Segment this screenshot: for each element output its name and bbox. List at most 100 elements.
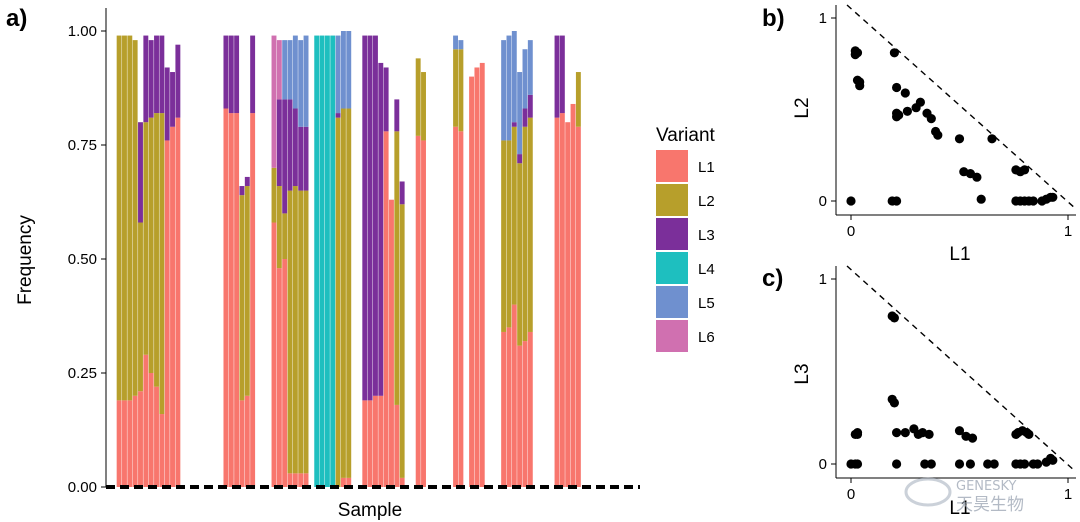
- bar-segment-l1: [367, 400, 373, 487]
- bar-segment-l1: [474, 67, 480, 487]
- bar-segment-l1: [154, 386, 159, 487]
- panel-c-y-title: L3: [792, 363, 813, 384]
- panel-c-point: [892, 459, 902, 469]
- bar-segment-l3: [143, 35, 149, 123]
- bar-segment-l1: [138, 391, 143, 487]
- bar-segment-l3: [250, 35, 256, 114]
- panel-b-point: [889, 48, 900, 58]
- bar-segment-l6: [271, 35, 277, 168]
- bar-segment-l1: [340, 477, 346, 487]
- bar-segment-l3: [394, 99, 400, 132]
- bar-segment-l2: [303, 190, 309, 474]
- bar-segment-l1: [565, 122, 571, 487]
- bar-segment-l5: [303, 35, 309, 127]
- bar-segment-l1: [239, 400, 245, 487]
- bar-segment-l3: [303, 126, 309, 191]
- bar-segment-l5: [287, 40, 293, 100]
- panel-a-bars: [116, 31, 581, 488]
- panel-b-point: [892, 196, 902, 206]
- bar-segment-l1: [506, 327, 512, 487]
- panel-c-y-tick-label: 1: [819, 271, 827, 288]
- bar-segment-l2: [154, 113, 159, 387]
- bar-segment-l5: [501, 40, 507, 141]
- bar-segment-l1: [223, 108, 229, 488]
- bar-segment-l5: [517, 72, 523, 155]
- legend-label-l5: L5: [698, 295, 715, 312]
- legend-swatch-l6: [656, 320, 688, 352]
- panel-b-x-tick-label: 1: [1064, 223, 1072, 240]
- panel-c-point: [889, 313, 900, 323]
- legend-swatch-l2: [656, 184, 688, 216]
- bar-segment-l1: [469, 76, 475, 487]
- panel-c-point: [1033, 459, 1043, 469]
- panel-c-x-tick-label: 1: [1064, 486, 1072, 503]
- bar-segment-l2: [122, 35, 127, 401]
- panel-c-point: [889, 398, 900, 408]
- bar-segment-l5: [340, 31, 346, 109]
- bar-segment-l5: [506, 35, 512, 141]
- bar-segment-l3: [244, 176, 250, 187]
- bar-segment-l2: [148, 117, 154, 373]
- bar-segment-l5: [298, 40, 304, 127]
- panel-b-point: [900, 88, 910, 98]
- bar-segment-l1: [228, 113, 234, 487]
- bar-segment-l2: [282, 213, 288, 259]
- bar-segment-l2: [138, 222, 143, 392]
- panel-c-point: [852, 429, 863, 439]
- bar-segment-l2: [527, 117, 533, 332]
- bar-segment-l3: [527, 94, 533, 118]
- panel-b-point: [846, 196, 856, 206]
- panel-c-point: [852, 459, 863, 469]
- bar-segment-l1: [383, 131, 389, 487]
- bar-segment-l1: [127, 400, 133, 487]
- bar-segment-l2: [517, 163, 523, 346]
- panel-c-point: [924, 429, 934, 439]
- bar-segment-l3: [559, 35, 565, 114]
- bar-segment-l3: [276, 99, 282, 187]
- panel-b-y-tick-label: 0: [819, 193, 827, 210]
- bar-segment-l3: [511, 122, 517, 127]
- bar-segment-l2: [575, 72, 581, 127]
- bar-segment-l2: [132, 40, 138, 396]
- bar-segment-l1: [148, 373, 154, 487]
- bar-segment-l3: [164, 67, 170, 141]
- legend-label-l4: L4: [698, 261, 715, 278]
- legend-label-l6: L6: [698, 329, 715, 346]
- bar-segment-l1: [159, 414, 165, 487]
- panel-b-point: [1028, 196, 1038, 206]
- bar-segment-l3: [234, 35, 240, 114]
- legend-label-l1: L1: [698, 159, 715, 176]
- panel-b-plot: 0 1 0 1: [819, 4, 1077, 240]
- bar-segment-l3: [228, 35, 234, 114]
- bar-segment-l4: [330, 35, 336, 488]
- bar-segment-l1: [116, 400, 122, 487]
- bar-segment-l1: [415, 135, 421, 487]
- bar-segment-l2: [394, 131, 400, 405]
- panel-a-tag: a): [6, 5, 27, 32]
- bar-segment-l1: [346, 477, 352, 487]
- bar-segment-l2: [298, 190, 304, 474]
- bar-segment-l5: [335, 35, 341, 114]
- bar-segment-l5: [511, 31, 517, 123]
- bar-segment-l2: [399, 204, 405, 478]
- panel-b-point: [855, 77, 865, 87]
- bar-segment-l1: [453, 126, 459, 487]
- bar-segment-l2: [127, 35, 133, 401]
- bar-segment-l1: [362, 400, 368, 487]
- panel-c-tag: c): [762, 265, 783, 292]
- bar-segment-l4: [324, 35, 330, 488]
- panel-c-point: [1024, 429, 1034, 439]
- panel-a-y-tick-label: 0.75: [68, 137, 97, 154]
- panel-c-point: [846, 459, 856, 469]
- bar-segment-l1: [559, 113, 565, 487]
- bar-segment-l5: [458, 40, 464, 50]
- panel-a-y-title: Frequency: [15, 215, 36, 305]
- panel-b-point: [972, 172, 982, 182]
- legend-label-l2: L2: [698, 193, 715, 210]
- bar-segment-l2: [522, 126, 528, 342]
- panel-a-x-title: Sample: [338, 500, 402, 521]
- panel-b-point: [976, 194, 986, 204]
- bar-segment-l2: [292, 186, 298, 474]
- panel-b-point: [852, 48, 863, 58]
- panel-b-point: [954, 134, 965, 144]
